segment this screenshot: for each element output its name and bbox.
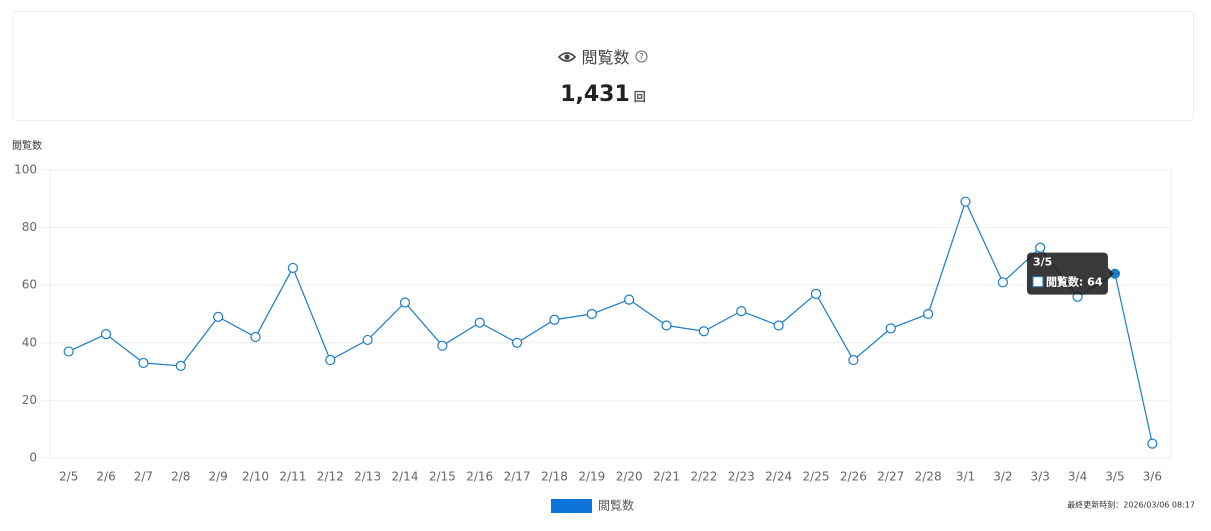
x-tick-label: 2/11 xyxy=(279,470,306,484)
x-tick-label: 2/21 xyxy=(653,470,680,484)
y-tick-label: 100 xyxy=(14,163,37,177)
data-point xyxy=(287,262,298,274)
data-point xyxy=(698,326,710,337)
x-tick-label: 2/23 xyxy=(728,470,755,484)
x-tick-label: 2/25 xyxy=(803,470,830,484)
data-point xyxy=(213,311,224,322)
data-point xyxy=(960,196,971,207)
data-point xyxy=(63,346,74,357)
x-tick-label: 2/15 xyxy=(429,470,456,484)
updated-time: 最終更新時刻：2026/03/06 08:17 xyxy=(1067,500,1195,510)
x-tick-label: 2/6 xyxy=(96,470,115,484)
eye-icon xyxy=(558,52,577,62)
x-tick-label: 2/26 xyxy=(840,470,867,484)
data-point xyxy=(175,360,186,371)
y-axis-label: 閲覧数 xyxy=(12,139,42,152)
data-point xyxy=(736,306,747,317)
x-tick-label: 3/2 xyxy=(993,470,1012,484)
data-point xyxy=(661,320,672,331)
tooltip-label: 閲覧数: 64 xyxy=(1046,275,1103,289)
y-tick-label: 80 xyxy=(22,220,37,234)
data-point xyxy=(885,323,896,334)
data-point xyxy=(1035,242,1046,253)
x-tick-label: 2/24 xyxy=(765,470,792,484)
data-point xyxy=(250,331,261,343)
data-point xyxy=(511,337,523,348)
card-title-row: 閲覧数 ? xyxy=(13,44,1193,68)
data-point xyxy=(399,297,411,308)
x-tick-label: 2/9 xyxy=(208,470,227,484)
data-point xyxy=(100,329,112,340)
total-value: 1,431 xyxy=(560,82,630,107)
data-point xyxy=(549,314,560,325)
legend-swatch xyxy=(551,499,592,513)
legend-label: 閲覧数 xyxy=(598,498,634,513)
y-tick-label: 60 xyxy=(22,278,37,292)
data-point xyxy=(362,334,373,346)
data-point xyxy=(773,320,784,331)
x-tick-label: 2/10 xyxy=(242,470,269,484)
x-tick-label: 2/27 xyxy=(877,470,904,484)
svg-text:?: ? xyxy=(639,53,644,63)
help-icon[interactable]: ? xyxy=(635,50,648,63)
y-tick-label: 0 xyxy=(29,451,37,465)
x-tick-label: 2/22 xyxy=(690,470,717,484)
x-tick-label: 3/4 xyxy=(1068,470,1087,484)
data-point xyxy=(138,357,149,369)
data-point xyxy=(997,277,1008,288)
x-tick-label: 2/17 xyxy=(504,470,531,484)
total-unit: 回 xyxy=(633,90,646,104)
x-tick-label: 2/8 xyxy=(171,470,190,484)
total-row: 1,431 回 xyxy=(13,82,1193,107)
x-tick-label: 2/7 xyxy=(134,470,153,484)
tooltip-swatch xyxy=(1032,276,1044,288)
data-point xyxy=(848,354,859,366)
data-point xyxy=(325,354,336,366)
x-tick-label: 2/28 xyxy=(915,470,942,484)
data-point xyxy=(624,294,635,305)
data-point xyxy=(810,288,822,299)
data-point xyxy=(437,340,448,351)
data-point xyxy=(474,317,485,328)
data-point xyxy=(586,308,597,320)
summary-card: 閲覧数 ? 1,431 回 xyxy=(12,11,1194,121)
x-tick-label: 2/13 xyxy=(354,470,381,484)
tooltip-box xyxy=(1026,252,1108,295)
tooltip: 3/5 閲覧数: 64 xyxy=(1026,252,1114,295)
x-tick-label: 2/20 xyxy=(616,470,643,484)
card-title: 閲覧数 xyxy=(581,48,630,67)
x-tick-label: 2/12 xyxy=(317,470,344,484)
x-tick-label: 3/5 xyxy=(1105,470,1124,484)
x-tick-label: 2/14 xyxy=(392,470,419,484)
tooltip-arrow xyxy=(1107,267,1114,280)
y-tick-label: 40 xyxy=(22,335,37,349)
x-tick-label: 3/3 xyxy=(1031,470,1050,484)
x-tick-label: 3/6 xyxy=(1143,470,1162,484)
series-line xyxy=(68,200,1153,444)
x-tick-label: 3/1 xyxy=(956,470,975,484)
x-tick-label: 2/16 xyxy=(466,470,493,484)
tooltip-title: 3/5 xyxy=(1033,256,1052,269)
y-tick-label: 20 xyxy=(22,393,37,407)
x-tick-label: 2/19 xyxy=(578,470,605,484)
x-tick-label: 2/5 xyxy=(59,470,78,484)
data-point xyxy=(1147,438,1158,449)
data-point xyxy=(923,308,934,320)
x-tick-label: 2/18 xyxy=(541,470,568,484)
